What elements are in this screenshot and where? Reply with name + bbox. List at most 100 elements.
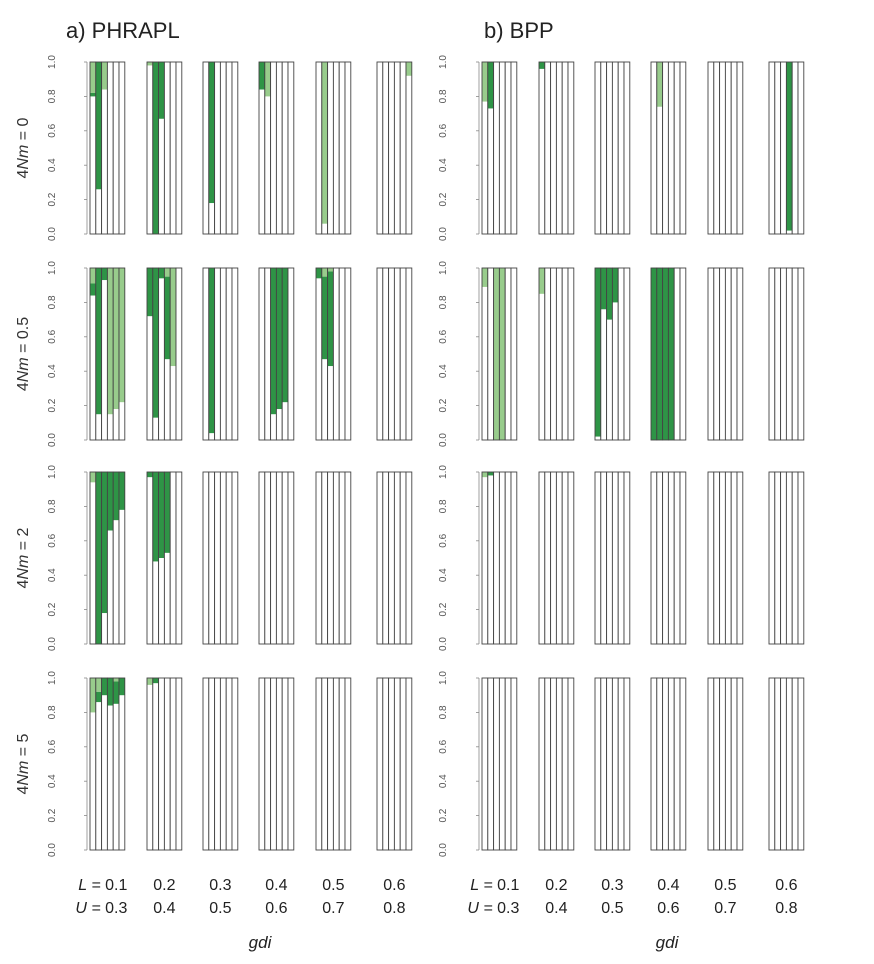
- bar-segment-light: [90, 268, 96, 284]
- bar: [152, 61, 160, 235]
- bar-segment-white: [562, 678, 568, 850]
- facet-row-0: 0.0 0.2 0.4 0.6 0.8 1.0: [438, 55, 805, 241]
- y-tick-label: 0.0: [438, 843, 449, 857]
- bar-segment-white: [270, 62, 277, 234]
- bar: [594, 267, 602, 441]
- bar: [202, 267, 210, 441]
- bar-segment-white: [158, 118, 165, 234]
- bar: [163, 267, 171, 441]
- bar: [231, 677, 239, 851]
- bar: [667, 677, 675, 851]
- bar-segment-white: [595, 436, 601, 440]
- bar-segment-white: [276, 409, 283, 440]
- bar: [673, 267, 681, 441]
- bar-segment-white: [377, 62, 383, 234]
- bar-segment-white: [786, 230, 793, 234]
- bar-segment-white: [725, 678, 732, 850]
- bar: [768, 61, 776, 235]
- bar-segment-white: [562, 268, 568, 440]
- bar-segment-white: [487, 268, 494, 440]
- bar: [555, 471, 563, 645]
- bar-segment-dark: [152, 678, 159, 684]
- bar-segment-white: [203, 268, 209, 440]
- bar-segment-white: [345, 678, 351, 850]
- row-label-prefix: 4: [15, 382, 32, 391]
- bar-segment-dark: [107, 678, 114, 706]
- bar: [544, 267, 552, 441]
- bar-segment-light: [101, 62, 108, 90]
- bar-segment-white: [113, 62, 119, 234]
- bar-segment-white: [719, 472, 726, 644]
- bar-segment-white: [264, 678, 271, 850]
- bar-segment-white: [600, 472, 607, 644]
- bar: [281, 267, 289, 441]
- bar: [219, 267, 227, 441]
- bar-segment-white: [176, 62, 182, 234]
- gdi-upper-label: 0.8: [775, 900, 797, 917]
- gdi-lower-label: 0.6: [775, 877, 797, 894]
- bar-segment-white: [624, 678, 630, 850]
- bar: [662, 677, 669, 851]
- bar-segment-white: [769, 268, 775, 440]
- bar: [498, 267, 506, 441]
- bar-segment-white: [482, 101, 488, 234]
- bar-segment-white: [119, 402, 125, 440]
- bar-outline: [287, 471, 295, 645]
- bar: [382, 267, 390, 441]
- bar-segment-white: [377, 678, 383, 850]
- bar-segment-white: [544, 62, 551, 234]
- bar: [656, 61, 664, 235]
- bar-outline: [344, 677, 352, 851]
- bar-segment-dark: [101, 472, 108, 614]
- bar-segment-white: [662, 62, 669, 234]
- row-label-italic: Nm: [15, 761, 32, 786]
- bar: [214, 471, 221, 645]
- bar-segment-dark: [152, 472, 159, 562]
- bar-segment-white: [725, 268, 732, 440]
- bar: [611, 61, 619, 235]
- bar: [332, 677, 340, 851]
- bar: [656, 677, 664, 851]
- bar-segment-dark: [107, 472, 114, 531]
- bar-segment-light: [107, 268, 114, 415]
- bar: [780, 267, 787, 441]
- bar: [219, 677, 227, 851]
- bar: [152, 471, 160, 645]
- gdi-lower-value: 0.3: [209, 877, 231, 894]
- bar: [493, 267, 500, 441]
- bar-segment-white: [780, 678, 787, 850]
- bar: [707, 677, 715, 851]
- gdi-lower-value: 0.3: [601, 877, 623, 894]
- bar-segment-dark: [95, 472, 102, 644]
- bar: [399, 61, 407, 235]
- bar-segment-white: [164, 359, 171, 440]
- bar-outline: [567, 677, 575, 851]
- bar-segment-dark: [147, 268, 153, 317]
- bar: [146, 61, 154, 235]
- bar: [510, 61, 518, 235]
- row-label: 4Nm = 0: [15, 117, 32, 178]
- bar-segment-dark: [164, 472, 171, 553]
- bar: [719, 677, 726, 851]
- bar-segment-white: [719, 268, 726, 440]
- bar: [713, 61, 721, 235]
- row-label-italic: Nm: [15, 145, 32, 170]
- bar: [89, 61, 97, 235]
- bar-segment-white: [345, 268, 351, 440]
- bar-segment-white: [482, 678, 488, 850]
- bar: [774, 61, 782, 235]
- bar-segment-dark: [101, 268, 108, 281]
- bar: [561, 267, 569, 441]
- bar-segment-white: [147, 316, 153, 440]
- bar: [399, 267, 407, 441]
- bar: [510, 677, 518, 851]
- bar-segment-dark: [158, 62, 165, 119]
- bar: [481, 471, 489, 645]
- y-tick-label: 0.0: [438, 227, 449, 241]
- y-tick-label: 0.4: [438, 774, 449, 788]
- bar-segment-light: [95, 678, 102, 692]
- bar: [281, 677, 289, 851]
- bar-segment-white: [544, 268, 551, 440]
- bar: [780, 471, 787, 645]
- bar-segment-white: [90, 712, 96, 850]
